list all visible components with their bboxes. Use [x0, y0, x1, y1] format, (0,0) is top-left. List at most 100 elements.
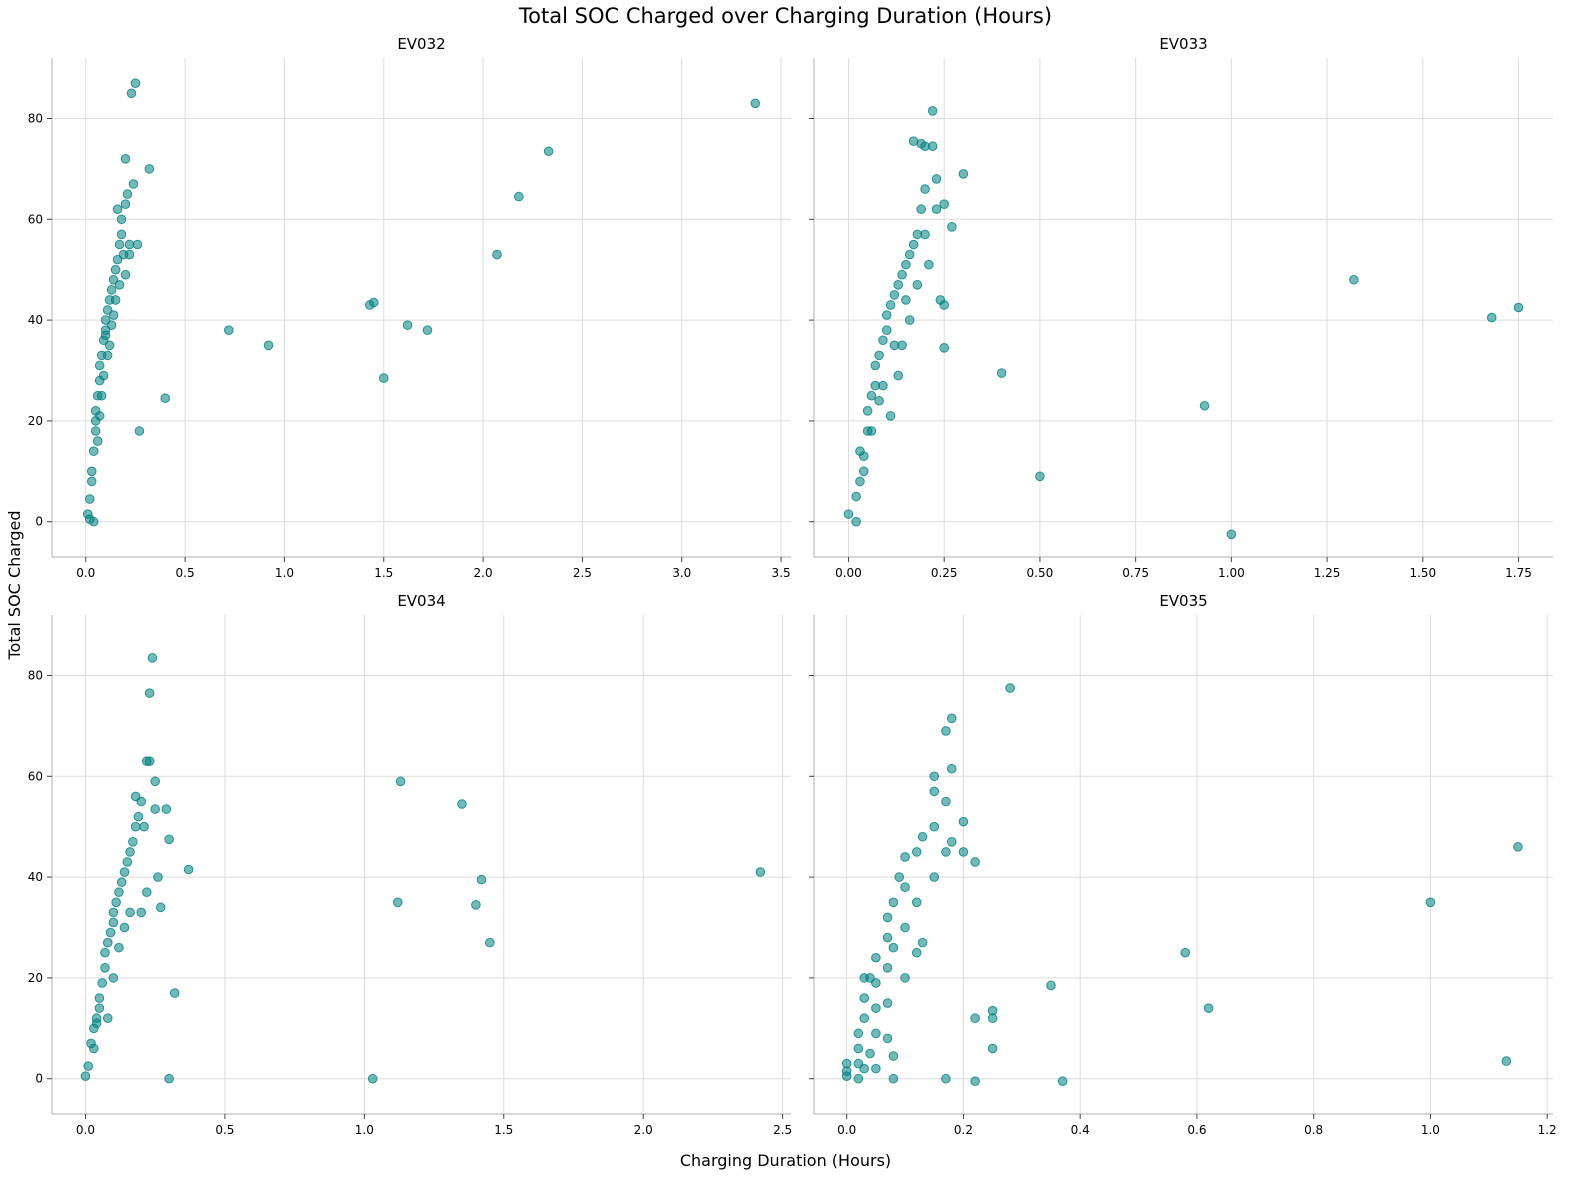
data-point	[130, 821, 141, 832]
data-point	[987, 1043, 998, 1054]
data-point	[92, 436, 103, 446]
data-point	[128, 179, 139, 189]
data-point	[367, 1073, 378, 1084]
x-tick-label: 2.0	[474, 566, 493, 580]
data-point	[90, 426, 101, 436]
data-point	[1005, 683, 1015, 693]
data-point	[911, 847, 922, 857]
data-point	[939, 199, 949, 209]
x-tick-label: 2.0	[634, 1123, 653, 1137]
data-point	[888, 897, 899, 908]
data-point	[859, 1013, 870, 1024]
subplot-title: EV035	[1159, 592, 1207, 610]
data-point	[80, 1071, 91, 1081]
data-point	[422, 325, 433, 335]
data-point	[88, 446, 99, 456]
y-tick-label: 0	[35, 1072, 43, 1086]
data-point	[1035, 471, 1045, 482]
data-point	[871, 978, 881, 988]
x-tick-label: 0.5	[215, 1123, 234, 1137]
data-point	[108, 310, 119, 320]
x-tick-label: 0.6	[1187, 1123, 1206, 1137]
data-point	[514, 191, 524, 202]
data-point	[110, 264, 121, 275]
y-tick-label: 40	[28, 870, 43, 884]
data-point	[908, 239, 919, 250]
data-point	[476, 874, 487, 885]
data-point	[164, 834, 174, 845]
x-tick-label: 1.0	[275, 566, 294, 580]
y-tick-label: 20	[28, 971, 43, 985]
data-point	[183, 864, 194, 875]
data-point	[116, 877, 127, 887]
data-point	[970, 1013, 980, 1024]
x-tick-label: 0.0	[76, 1123, 95, 1137]
y-tick-label: 80	[28, 111, 43, 125]
data-point	[946, 837, 957, 847]
x-tick-label: 1.2	[1538, 1123, 1557, 1137]
data-point	[1513, 842, 1523, 852]
data-point	[1199, 400, 1210, 411]
figure-ylabel: Total SOC Charged	[5, 510, 24, 660]
data-point	[88, 516, 99, 527]
data-point	[102, 350, 113, 361]
data-point	[929, 872, 940, 882]
data-point	[917, 831, 928, 842]
data-point	[939, 300, 949, 310]
data-point	[130, 791, 141, 802]
data-point	[882, 932, 893, 943]
data-point	[96, 390, 107, 401]
data-point	[878, 380, 888, 391]
data-point	[882, 963, 893, 973]
subplot-title: EV032	[397, 35, 445, 53]
data-point	[894, 872, 905, 882]
data-point	[866, 426, 877, 436]
data-point	[1513, 302, 1524, 313]
data-point	[150, 776, 160, 787]
data-point	[104, 340, 115, 351]
x-tick-label: 1.25	[1314, 566, 1341, 580]
data-point	[119, 867, 130, 877]
subplot-ev035: 0.0 0.2 0.4 0.6 0.8 1.0 1.2 EV035	[809, 592, 1557, 1137]
data-point	[755, 867, 766, 877]
x-tick-label: 2.5	[573, 566, 592, 580]
data-point	[881, 310, 892, 320]
data-point	[1349, 274, 1359, 285]
data-point	[931, 174, 942, 184]
data-point	[897, 269, 907, 280]
data-point	[124, 249, 135, 260]
data-point	[155, 902, 166, 913]
data-point	[91, 1018, 102, 1029]
data-point	[946, 763, 957, 774]
x-tick-label: 1.5	[374, 566, 393, 580]
data-point	[97, 978, 107, 988]
data-point	[941, 726, 951, 736]
data-point	[859, 993, 870, 1003]
x-tick-label: 0.4	[1071, 1123, 1090, 1137]
data-point	[904, 315, 915, 325]
y-tick-label: 60	[28, 769, 43, 783]
data-point	[970, 1076, 980, 1087]
data-point	[911, 897, 922, 908]
data-point	[920, 229, 930, 240]
data-point	[970, 857, 980, 867]
data-point	[897, 340, 907, 351]
x-tick-label: 3.5	[772, 566, 791, 580]
data-point	[851, 516, 861, 527]
x-tick-label: 1.50	[1409, 566, 1436, 580]
data-point	[853, 1073, 864, 1084]
data-point	[862, 406, 873, 416]
data-point	[126, 88, 137, 99]
data-point	[144, 164, 155, 174]
data-point	[122, 189, 133, 199]
subplot-title: EV033	[1159, 35, 1207, 53]
data-point	[858, 451, 869, 461]
data-point	[86, 466, 97, 477]
data-point	[941, 796, 951, 807]
data-point	[492, 249, 502, 260]
data-point	[893, 280, 904, 290]
data-point	[855, 476, 865, 487]
data-point	[882, 912, 893, 923]
data-point	[859, 1063, 870, 1074]
data-point	[395, 776, 406, 787]
